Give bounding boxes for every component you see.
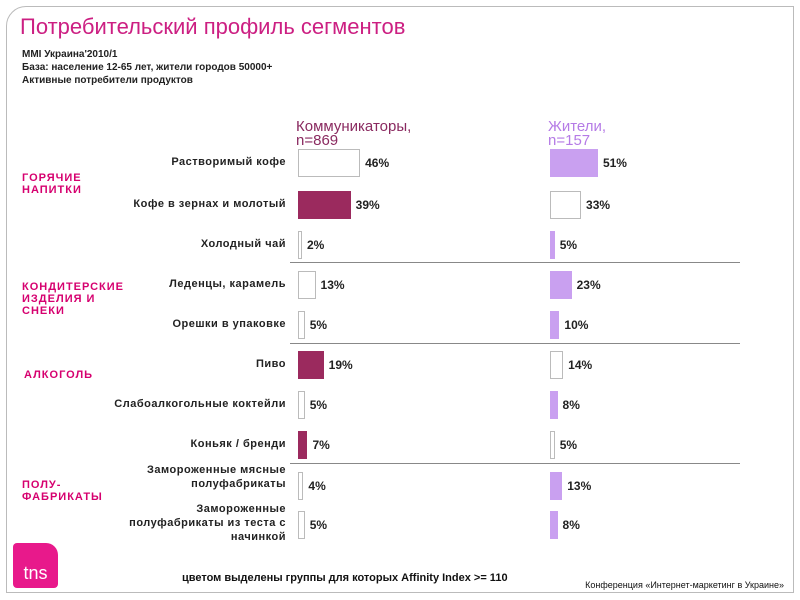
- tns-logo: tns: [13, 543, 58, 588]
- bar: [550, 311, 560, 339]
- page-title: Потребительский профиль сегментов: [20, 14, 406, 39]
- data-label: 2%: [307, 238, 325, 252]
- bar: [298, 351, 324, 379]
- bar: [550, 431, 555, 459]
- data-label: 51%: [602, 156, 627, 170]
- conference-text: Конференция «Интернет-маркетинг в Украин…: [585, 580, 784, 590]
- data-label: 5%: [559, 238, 578, 252]
- audience-text: Активные потребители продуктов: [22, 75, 193, 86]
- bar: [298, 311, 305, 339]
- group-divider: [290, 262, 740, 263]
- group-label: КОНДИТЕРСКИЕ ИЗДЕЛИЯ И СНЕКИ: [22, 281, 124, 317]
- bar: [550, 271, 572, 299]
- group-label: ПОЛУ-ФАБРИКАТЫ: [22, 479, 103, 503]
- category-label: Холодный чай: [200, 238, 286, 250]
- data-label: 5%: [309, 518, 328, 532]
- category-label: Орешки в упаковке: [172, 318, 286, 330]
- base-text: База: население 12-65 лет, жители городо…: [22, 62, 273, 73]
- category-label: Кофе в зернах и молотый: [133, 198, 286, 210]
- bar: [550, 472, 563, 500]
- group-divider: [290, 343, 740, 344]
- bar: [298, 231, 302, 259]
- data-label: 39%: [355, 198, 380, 212]
- data-label: 4%: [308, 479, 326, 493]
- data-label: 33%: [586, 198, 611, 212]
- bar: [550, 149, 598, 177]
- bar: [298, 472, 304, 500]
- data-label: 10%: [564, 318, 589, 332]
- data-label: 13%: [320, 278, 345, 292]
- bar: [298, 431, 308, 459]
- data-label: 46%: [365, 156, 390, 170]
- category-label: Замороженные мясные полуфабрикаты: [147, 464, 286, 490]
- bar: [298, 149, 361, 177]
- category-label: Слабоалкогольные коктейли: [114, 398, 286, 410]
- category-label: Пиво: [255, 358, 286, 370]
- category-label: Замороженные полуфабрикаты из теста с на…: [129, 503, 286, 543]
- bar: [298, 271, 316, 299]
- bar: [550, 231, 555, 259]
- group-label: АЛКОГОЛЬ: [24, 369, 94, 381]
- data-label: 7%: [312, 438, 330, 452]
- data-label: 19%: [328, 358, 353, 372]
- data-label: 23%: [576, 278, 601, 292]
- bar: [550, 351, 564, 379]
- series-header: Коммуникаторы, n=869: [296, 118, 412, 149]
- slide-frame: [6, 6, 794, 593]
- series-header: Жители, n=157: [548, 118, 607, 149]
- bar: [298, 511, 305, 539]
- data-label: 5%: [309, 398, 328, 412]
- category-label: Леденцы, карамель: [169, 278, 286, 290]
- data-label: 8%: [562, 518, 580, 532]
- category-label: Коньяк / бренди: [190, 438, 286, 450]
- bar: [298, 191, 351, 219]
- bar: [550, 391, 558, 419]
- data-label: 5%: [559, 438, 578, 452]
- group-label: ГОРЯЧИЕ НАПИТКИ: [22, 172, 82, 196]
- group-divider: [290, 463, 740, 464]
- bar: [550, 191, 582, 219]
- bar: [550, 511, 558, 539]
- category-label: Растворимый кофе: [171, 156, 286, 168]
- bar: [298, 391, 305, 419]
- data-label: 13%: [567, 479, 592, 493]
- source-text: MMI Украина'2010/1: [22, 49, 118, 60]
- data-label: 14%: [568, 358, 593, 372]
- data-label: 5%: [309, 318, 328, 332]
- footnote: цветом выделены группы для которых Affin…: [182, 572, 508, 584]
- data-label: 8%: [562, 398, 580, 412]
